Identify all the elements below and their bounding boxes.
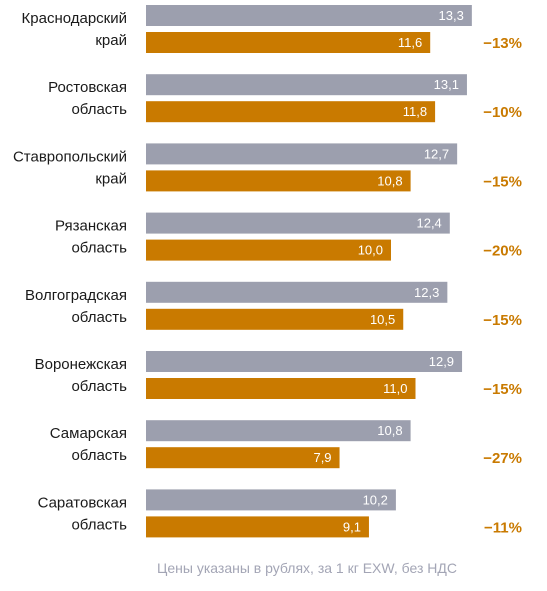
bar-current [146,170,411,192]
bar-value-label: 13,3 [439,8,464,23]
region-label: Воронежская [35,356,127,373]
bar-value-label: 11,6 [398,35,422,50]
bar-value-label: 10,2 [363,492,388,507]
bar-current [146,32,431,53]
bar-previous [146,212,450,234]
bar-value-label: 10,0 [358,243,383,258]
chart-groups: Краснодарский край 13,3 11,6 −13% Ростовская о… [13,5,522,538]
region-label: Самарская [50,425,127,442]
bar-value-label: 11,0 [383,381,407,396]
change-label: −13% [483,35,522,52]
region-group: Самарская область 10,8 7,9 −27% [50,420,522,469]
bar-current [146,308,404,330]
region-label: область [71,240,127,257]
region-label: Краснодарский [22,10,127,27]
change-label: −10% [483,104,522,121]
region-label: Саратовская [38,494,127,511]
region-label: Рязанская [55,218,127,235]
change-label: −20% [483,243,522,260]
region-group: Волгоградская область 12,3 10,5 −15% [25,281,522,330]
bar-value-label: 12,7 [424,146,449,161]
footnote: Цены указаны в рублях, за 1 кг EXW, без … [157,560,457,576]
region-group: Ставропольский край 12,7 10,8 −15% [13,143,522,192]
bar-previous [146,281,448,303]
region-group: Ростовская область 13,1 11,8 −10% [48,74,522,123]
change-label: −15% [483,173,522,190]
change-label: −15% [483,312,522,329]
region-label: Ставропольский [13,148,127,165]
region-label: область [71,309,127,326]
bar-value-label: 13,1 [434,77,459,92]
bar-value-label: 7,9 [313,450,331,465]
region-group: Рязанская область 12,4 10,0 −20% [55,212,522,261]
bar-current [146,378,416,399]
bar-value-label: 12,4 [416,216,441,231]
change-label: −27% [483,450,522,467]
region-group: Воронежская область 12,9 11,0 −15% [35,351,522,399]
bar-current [146,101,436,123]
region-group: Саратовская область 10,29,1 −11% [38,489,522,538]
bar-current [146,516,369,538]
bar-current [146,447,340,469]
region-label: область [71,447,127,464]
bar-value-label: 10,5 [370,312,395,327]
region-label: Волгоградская [25,287,127,304]
region-label: край [95,32,127,49]
region-label: край [95,170,127,187]
region-group: Краснодарский край 13,3 11,6 −13% [22,5,522,53]
bar-value-label: 11,8 [403,104,427,119]
bar-previous [146,420,411,442]
bar-current [146,239,391,261]
region-label: область [71,516,127,533]
bar-previous [146,351,463,372]
bar-previous [146,74,467,96]
bar-value-label: 12,3 [414,285,439,300]
region-label: Ростовская [48,79,127,96]
region-label: область [71,378,127,395]
change-label: −11% [484,519,522,536]
bar-value-label: 10,8 [377,423,402,438]
bar-value-label: 12,9 [429,354,454,369]
bar-value-label: 10,8 [377,173,402,188]
region-label: область [71,101,127,118]
bar-previous [146,5,472,26]
bar-value-label: 9,1 [343,519,361,534]
change-label: −15% [483,381,522,398]
bar-previous [146,143,458,165]
bar-previous [146,489,396,511]
